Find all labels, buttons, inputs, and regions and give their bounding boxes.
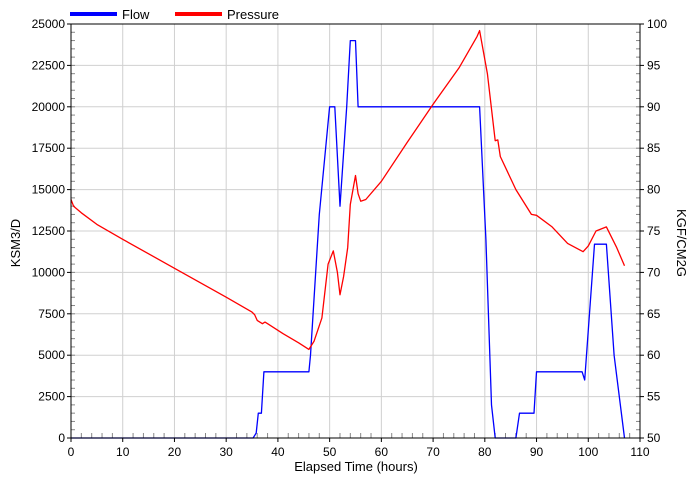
left-tick-label: 2500 — [38, 390, 65, 404]
x-tick-label: 50 — [323, 445, 337, 459]
grid-layer — [71, 24, 640, 438]
right-tick-label: 50 — [647, 431, 661, 445]
right-tick-label: 100 — [647, 17, 667, 31]
right-tick-label: 90 — [647, 100, 661, 114]
right-tick-label: 60 — [647, 348, 661, 362]
minor-tick-layer — [71, 31, 640, 438]
series-line-flow — [71, 39, 626, 439]
right-tick-label: 65 — [647, 307, 661, 321]
left-tick-label: 25000 — [32, 17, 66, 31]
left-tick-label: 0 — [58, 431, 65, 445]
tick-label-layer: 0 10 20 30 40 50 60 70 80 90 100 110 0 2500 5000 7500 10… — [32, 17, 668, 459]
legend-flow-label: Flow — [122, 7, 150, 22]
legend-pressure-label: Pressure — [227, 7, 279, 22]
x-tick-label: 30 — [220, 445, 234, 459]
left-tick-label: 15000 — [32, 183, 66, 197]
axis-layer — [67, 23, 644, 442]
left-tick-label: 22500 — [32, 58, 66, 72]
right-tick-label: 95 — [647, 58, 661, 72]
left-axis-title: KSM3/D — [8, 219, 23, 267]
right-tick-label: 75 — [647, 224, 661, 238]
x-tick-label: 70 — [426, 445, 440, 459]
x-tick-label: 60 — [375, 445, 389, 459]
x-tick-label: 110 — [630, 445, 649, 459]
left-tick-label: 10000 — [32, 265, 66, 279]
left-tick-label: 20000 — [32, 100, 66, 114]
x-tick-label: 0 — [68, 445, 75, 459]
legend: Flow Pressure — [70, 7, 279, 22]
right-tick-label: 55 — [647, 390, 661, 404]
x-axis-title: Elapsed Time (hours) — [294, 459, 418, 474]
x-tick-label: 90 — [530, 445, 544, 459]
series-layer — [70, 29, 626, 439]
right-tick-label: 80 — [647, 183, 661, 197]
x-tick-label: 10 — [116, 445, 130, 459]
x-tick-label: 20 — [168, 445, 182, 459]
x-tick-label: 40 — [271, 445, 285, 459]
right-tick-label: 70 — [647, 265, 661, 279]
right-tick-label: 85 — [647, 141, 661, 155]
left-tick-label: 5000 — [38, 348, 65, 362]
left-tick-label: 7500 — [38, 307, 65, 321]
x-tick-label: 80 — [478, 445, 492, 459]
series-line-pressure — [70, 29, 626, 351]
left-tick-label: 17500 — [32, 141, 66, 155]
left-tick-label: 12500 — [32, 224, 66, 238]
right-axis-title: KGF/CM2G — [674, 209, 689, 277]
x-tick-label: 100 — [578, 445, 598, 459]
